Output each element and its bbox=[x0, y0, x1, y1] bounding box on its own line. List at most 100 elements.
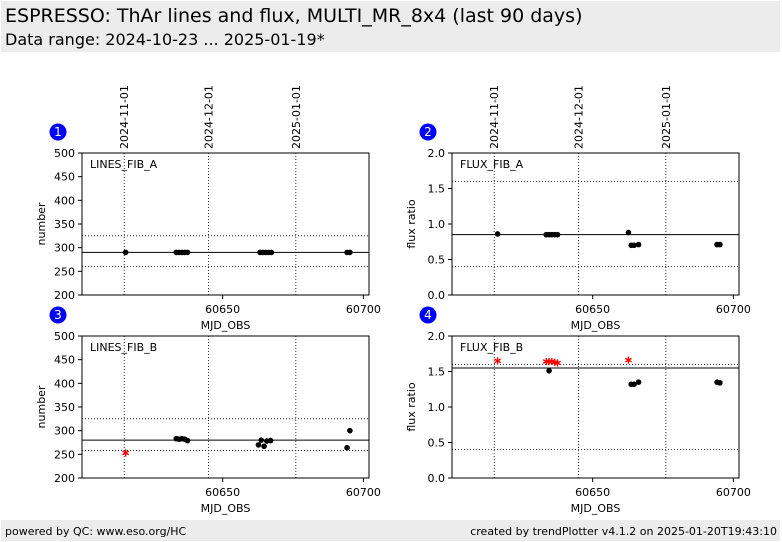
panel-number-label: 2 bbox=[424, 125, 432, 139]
panel-number-label: 3 bbox=[54, 308, 62, 322]
date-tick-label: 2024-12-01 bbox=[573, 85, 586, 149]
date-tick-label: 2024-11-01 bbox=[488, 85, 501, 149]
x-tick-label: 60650 bbox=[205, 486, 240, 499]
date-tick-label: 2025-01-01 bbox=[290, 85, 303, 149]
plot-frame bbox=[81, 152, 370, 296]
outlier-stroke bbox=[551, 359, 559, 365]
data-point bbox=[635, 379, 642, 385]
y-tick-label: 400 bbox=[54, 194, 75, 207]
footer-band bbox=[1, 520, 780, 541]
x-axis-label: MJD_OBS bbox=[201, 502, 251, 515]
x-tick-label: 60700 bbox=[716, 486, 751, 499]
footer-credit: powered by QC: www.eso.org/HC bbox=[5, 525, 187, 538]
y-tick-label: 450 bbox=[54, 171, 75, 184]
outlier-stroke bbox=[548, 359, 556, 364]
x-axis-label: MJD_OBS bbox=[571, 319, 621, 332]
y-tick-label: 2.0 bbox=[428, 330, 446, 343]
x-tick-label: 60650 bbox=[205, 303, 240, 316]
panel-number-badge bbox=[49, 306, 67, 324]
data-point bbox=[546, 367, 552, 374]
outlier-marker bbox=[624, 356, 632, 364]
y-tick-label: 1.5 bbox=[428, 366, 446, 379]
date-tick-label: 2025-01-01 bbox=[660, 85, 673, 149]
footer-generator: created by trendPlotter v4.1.2 on 2025-0… bbox=[470, 525, 777, 538]
panel-parameter-label: LINES_FIB_A bbox=[90, 158, 158, 171]
outlier-marker bbox=[122, 449, 130, 457]
data-point bbox=[122, 249, 129, 256]
data-point bbox=[625, 229, 632, 236]
outlier-stroke bbox=[554, 360, 561, 366]
y-tick-label: 450 bbox=[54, 354, 75, 367]
data-point bbox=[494, 231, 501, 237]
y-tick-label: 0.0 bbox=[428, 289, 446, 302]
data-point bbox=[717, 380, 723, 386]
y-tick-label: 400 bbox=[54, 377, 75, 390]
y-tick-label: 350 bbox=[54, 218, 75, 231]
data-point bbox=[635, 241, 642, 248]
chart-panel-2: 2 2024-11-01 2024-12-01 2025-01-01 0.0 0.5 1.0… bbox=[405, 85, 751, 332]
data-point bbox=[554, 231, 561, 238]
panel-number-label: 4 bbox=[424, 308, 432, 322]
page-subtitle: Data range: 2024-10-23 ... 2025-01-19* bbox=[5, 30, 325, 49]
chart-panel-1: 1 2024-11-01 2024-12-01 2025-01-01 200 250 300… bbox=[35, 85, 381, 332]
outlier-marker bbox=[554, 359, 561, 367]
y-tick-label: 0.5 bbox=[428, 254, 446, 267]
date-tick-label: 2024-12-01 bbox=[203, 85, 216, 149]
data-point bbox=[267, 437, 274, 444]
panel-parameter-label: LINES_FIB_B bbox=[90, 341, 157, 354]
x-tick-label: 60650 bbox=[575, 303, 610, 316]
y-axis-label: number bbox=[35, 202, 48, 245]
data-point bbox=[717, 241, 723, 248]
date-tick-label: 2024-11-01 bbox=[118, 85, 131, 149]
y-tick-label: 500 bbox=[54, 147, 75, 160]
y-tick-label: 250 bbox=[54, 448, 75, 461]
y-tick-label: 1.0 bbox=[428, 401, 446, 414]
y-tick-label: 0.5 bbox=[428, 437, 446, 450]
outlier-marker bbox=[494, 357, 502, 365]
x-tick-label: 60650 bbox=[575, 486, 610, 499]
plot-frame bbox=[451, 335, 740, 479]
x-tick-label: 60700 bbox=[346, 486, 381, 499]
data-point bbox=[255, 442, 262, 448]
outlier-stroke bbox=[122, 450, 130, 456]
page-title: ESPRESSO: ThAr lines and flux, MULTI_MR_… bbox=[5, 5, 583, 27]
y-tick-label: 1.0 bbox=[428, 218, 446, 231]
x-axis-label: MJD_OBS bbox=[201, 319, 251, 332]
data-point bbox=[631, 381, 637, 388]
data-point bbox=[268, 249, 275, 256]
y-tick-label: 2.0 bbox=[428, 147, 446, 160]
panel-number-badge bbox=[49, 123, 67, 141]
data-point bbox=[258, 437, 265, 443]
panel-number-label: 1 bbox=[54, 125, 62, 139]
data-point bbox=[184, 249, 191, 256]
data-point bbox=[344, 444, 350, 451]
plot-frame bbox=[81, 335, 370, 479]
x-tick-label: 60700 bbox=[716, 303, 751, 316]
panel-parameter-label: FLUX_FIB_A bbox=[460, 158, 524, 171]
header-band bbox=[1, 1, 780, 52]
data-point bbox=[261, 443, 267, 450]
plot-frame bbox=[451, 152, 740, 296]
y-tick-label: 300 bbox=[54, 425, 75, 438]
y-tick-label: 200 bbox=[54, 289, 75, 302]
data-point bbox=[347, 249, 353, 256]
outlier-stroke bbox=[494, 358, 502, 364]
y-axis-label: flux ratio bbox=[405, 199, 418, 249]
panel-number-badge bbox=[419, 123, 437, 141]
outlier-stroke bbox=[624, 357, 632, 363]
y-tick-label: 300 bbox=[54, 242, 75, 255]
x-tick-label: 60700 bbox=[346, 303, 381, 316]
y-tick-label: 200 bbox=[54, 472, 75, 485]
data-point bbox=[184, 437, 191, 444]
y-tick-label: 250 bbox=[54, 265, 75, 278]
y-tick-label: 350 bbox=[54, 401, 75, 414]
data-point bbox=[347, 427, 353, 434]
y-tick-label: 500 bbox=[54, 330, 75, 343]
data-point bbox=[631, 242, 637, 249]
y-tick-label: 0.0 bbox=[428, 472, 446, 485]
panel-number-badge bbox=[419, 306, 437, 324]
panel-parameter-label: FLUX_FIB_B bbox=[460, 341, 523, 354]
